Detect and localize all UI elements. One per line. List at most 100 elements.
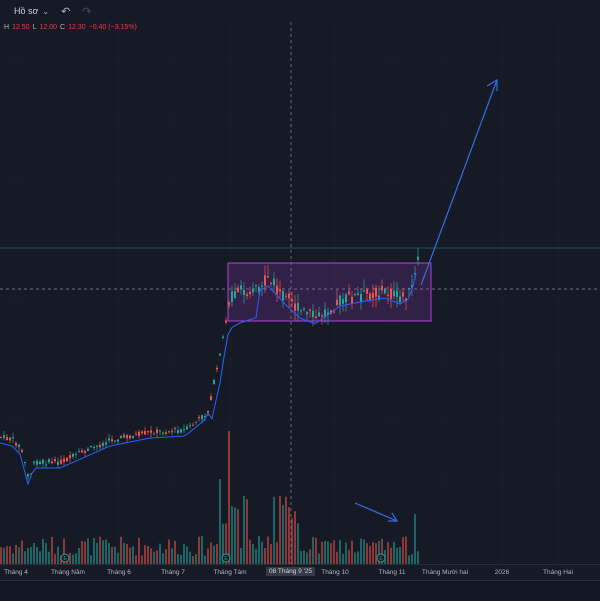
volume-bar — [288, 507, 290, 564]
candle — [96, 445, 98, 451]
volume-bar — [357, 551, 359, 564]
volume-bar — [297, 523, 299, 564]
candle — [216, 365, 218, 372]
candle — [345, 292, 347, 312]
volume-bar — [303, 550, 305, 564]
volume-bar — [93, 537, 95, 564]
candle — [354, 292, 356, 297]
moving-average-line — [0, 273, 417, 486]
volume-bar — [399, 547, 401, 564]
candle — [99, 441, 101, 450]
candle — [213, 378, 215, 385]
volume-bar — [84, 541, 86, 564]
candle — [132, 435, 134, 439]
x-tick-label: Tháng 7 — [161, 569, 185, 576]
candle — [159, 429, 161, 436]
candle — [165, 429, 167, 436]
volume-bar — [156, 550, 158, 564]
candle — [279, 280, 281, 299]
candle — [33, 459, 35, 466]
redo-arrow-icon[interactable]: ↷ — [82, 5, 92, 18]
candle — [339, 294, 341, 315]
volume-bar — [117, 552, 119, 564]
close-label: C — [60, 24, 66, 31]
candle — [315, 309, 317, 320]
candle — [210, 393, 212, 401]
volume-bar — [90, 555, 92, 564]
volume-bar — [225, 523, 227, 564]
candle — [63, 455, 65, 466]
candle — [42, 458, 44, 468]
candle — [291, 291, 293, 308]
candle — [45, 460, 47, 469]
volume-bar — [57, 546, 59, 564]
low-value: 12.00 — [39, 24, 58, 31]
svg-text:E: E — [379, 556, 383, 562]
candle — [387, 286, 389, 304]
volume-bar — [78, 547, 80, 564]
candle — [9, 436, 11, 443]
volume-bar — [252, 543, 254, 564]
volume-bar — [354, 552, 356, 564]
volume-arrow[interactable] — [354, 502, 399, 522]
candle — [186, 424, 188, 431]
candle — [234, 282, 236, 300]
volume-bar — [330, 543, 332, 564]
candle — [6, 434, 8, 441]
volume-bar — [3, 547, 5, 564]
volume-bar — [129, 547, 131, 564]
candle — [0, 436, 2, 439]
candle — [303, 306, 305, 312]
volume-bar — [165, 549, 167, 564]
candle — [393, 281, 395, 300]
volume-bar — [198, 536, 200, 564]
volume-bar — [339, 539, 341, 564]
volume-bar — [168, 539, 170, 564]
x-tick-label: Tháng 10 — [321, 569, 349, 576]
candle — [147, 430, 149, 436]
time-axis[interactable]: Tháng 4 Tháng Năm Tháng 6 Tháng 7 Tháng … — [0, 564, 600, 581]
candle — [51, 457, 53, 465]
price-chart[interactable]: E E E — [0, 0, 600, 564]
volume-bar — [300, 550, 302, 564]
profile-menu-button[interactable]: Hồ sơ ⌄ — [14, 6, 49, 16]
candle — [81, 448, 83, 453]
candle — [93, 445, 95, 451]
dividend-marker-icon — [376, 553, 386, 563]
candle — [246, 291, 248, 300]
x-tick-label: Tháng Hai — [543, 569, 573, 576]
volume-bar — [360, 538, 362, 564]
candle — [285, 292, 287, 300]
volume-bar — [264, 548, 266, 564]
projection-arrow[interactable] — [420, 78, 498, 286]
dividend-marker-icon — [221, 553, 231, 563]
x-tick-label: Tháng 11 — [378, 569, 406, 576]
candle — [150, 426, 152, 438]
volume-bar — [42, 538, 44, 564]
undo-arrow-icon[interactable]: ↶ — [61, 5, 71, 18]
candle — [189, 422, 191, 429]
volume-bar — [372, 542, 374, 564]
volume-bar — [63, 538, 65, 564]
candle — [282, 289, 284, 308]
candle — [66, 456, 68, 462]
volume-bar — [363, 539, 365, 564]
volume-bar — [312, 536, 314, 564]
candlesticks — [0, 248, 419, 480]
volume-bar — [345, 542, 347, 564]
candle — [297, 293, 299, 322]
candle — [54, 456, 56, 464]
volume-bar — [192, 555, 194, 564]
volume-bar — [111, 547, 113, 564]
candle — [417, 248, 419, 266]
volume-bar — [144, 545, 146, 564]
candle — [258, 284, 260, 295]
candle — [336, 289, 338, 307]
volume-bar — [273, 496, 275, 564]
candle — [384, 287, 386, 295]
volume-bar — [387, 542, 389, 564]
volume-bar — [369, 545, 371, 564]
candle — [273, 272, 275, 294]
candle — [27, 472, 29, 480]
volume-bar — [159, 543, 161, 564]
